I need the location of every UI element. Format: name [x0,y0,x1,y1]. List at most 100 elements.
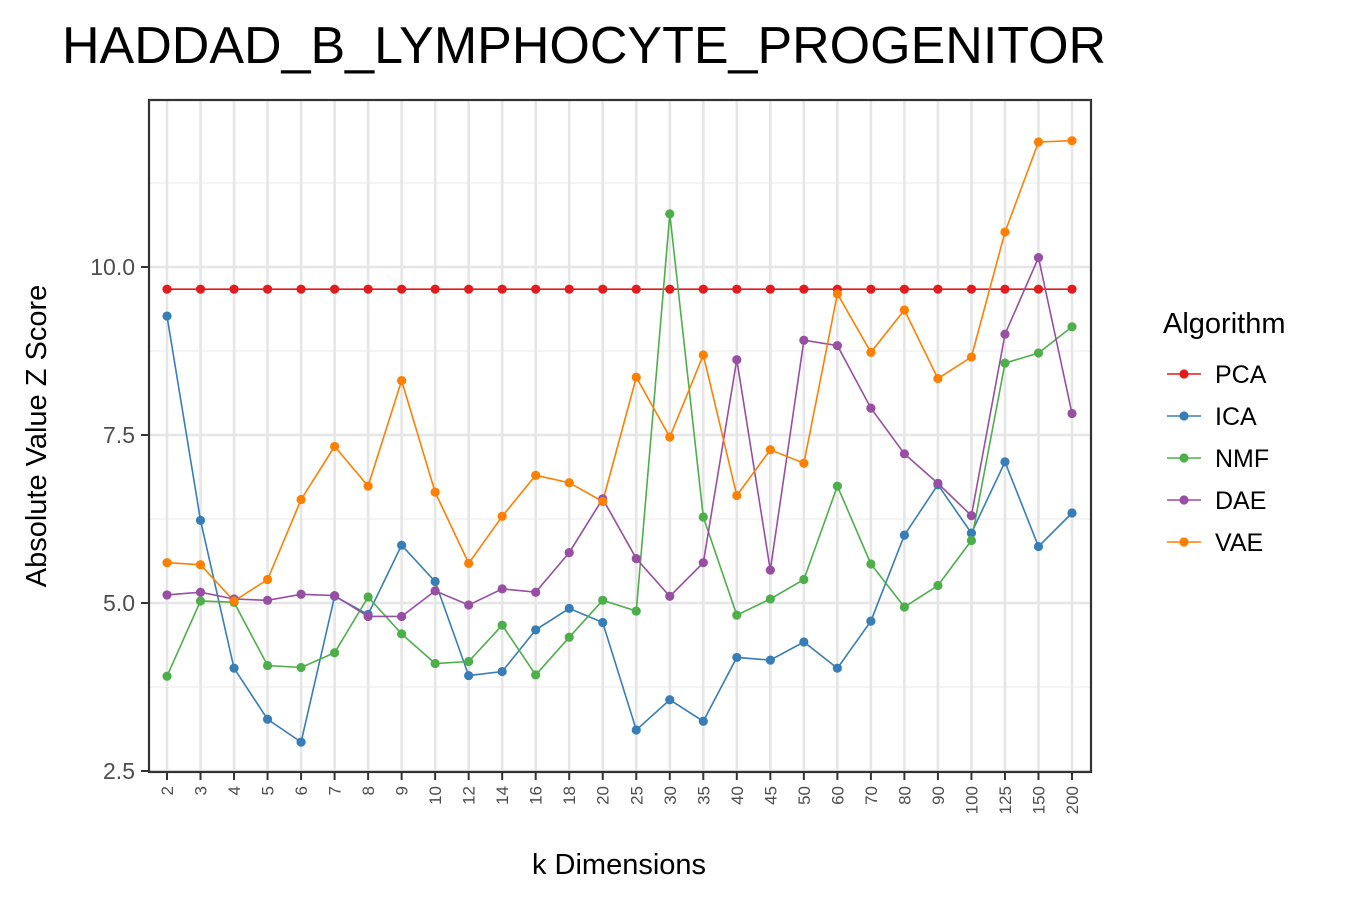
point-pca [933,284,943,294]
x-tick-label: 3 [192,786,211,795]
point-ica [866,616,876,626]
point-nmf [1000,358,1010,368]
point-dae [866,403,876,413]
point-dae [966,511,977,521]
point-pca [665,284,675,294]
point-vae [698,350,708,360]
point-pca [564,284,574,294]
series-line-nmf [166,213,1073,677]
series-line-vae [166,139,1073,603]
point-ica [765,655,775,665]
point-dae [464,600,474,610]
x-tick-label: 45 [761,786,780,805]
point-ica [631,725,641,735]
point-vae [832,289,842,299]
point-nmf [497,620,507,630]
point-nmf [765,594,775,604]
point-nmf [933,580,943,591]
point-ica [799,637,809,647]
point-dae [933,478,943,488]
x-tick-label: 8 [359,786,378,795]
x-tick-label: 9 [393,786,412,795]
legend-key-point-dae [1179,495,1189,505]
point-ica [430,576,440,587]
legend-label-vae: VAE [1215,529,1263,557]
point-ica [1033,541,1044,552]
point-dae [832,341,842,351]
point-nmf [262,660,273,671]
chart-title: HADDAD_B_LYMPHOCYTE_PROGENITOR [62,17,1106,75]
point-vae [598,496,608,507]
point-vae [933,373,943,384]
legend-label-nmf: NMF [1215,445,1269,473]
point-nmf [1067,322,1077,332]
point-dae [698,558,708,568]
x-tick-label: 90 [929,786,948,805]
point-vae [229,596,239,606]
point-nmf [1033,348,1044,358]
x-tick-label: 50 [795,786,814,805]
y-tick-label: 2.5 [103,758,135,784]
x-tick-label: 60 [828,786,847,805]
legend-key-point-vae [1179,537,1189,547]
legend-label-ica: ICA [1215,403,1257,431]
series-points [162,136,1077,747]
x-tick-label: 150 [1029,786,1048,814]
point-pca [195,284,206,294]
x-tick-label: 18 [560,786,579,805]
point-nmf [464,656,474,667]
point-pca [899,284,910,294]
x-tick-label: 40 [728,786,747,805]
point-vae [363,481,373,491]
point-vae [464,558,474,568]
point-vae [430,487,440,497]
point-ica [229,663,239,673]
point-vae [564,478,574,488]
point-nmf [832,481,842,491]
point-pca [464,284,474,294]
point-pca [866,284,876,294]
legend-key-point-ica [1179,411,1189,421]
legend-title: Algorithm [1163,308,1286,340]
x-axis: 2 3 4 5 6 7 8 9 10 12 14 16 18 20 25 30 35 40 45 50 60 70 80 90… [158,772,1082,814]
x-axis-title: k Dimensions [532,849,706,881]
point-dae [799,335,809,345]
point-pca [363,284,373,294]
point-vae [765,445,775,455]
point-pca [966,284,977,294]
point-vae [732,490,742,501]
point-ica [1067,508,1077,518]
point-vae [1000,227,1010,237]
point-ica [262,714,273,724]
x-tick-label: 4 [225,786,244,795]
point-ica [296,737,306,747]
point-pca [1067,284,1077,294]
x-tick-label: 14 [493,786,512,805]
point-vae [296,494,306,505]
point-ica [1000,457,1010,467]
point-vae [899,305,910,315]
point-dae [531,587,541,597]
legend-key-point-pca [1179,369,1189,379]
x-tick-label: 10 [426,786,445,805]
point-pca [296,284,306,294]
point-dae [162,590,172,600]
point-vae [866,347,876,357]
point-ica [966,528,977,538]
point-nmf [363,592,373,602]
point-vae [1033,137,1044,147]
point-nmf [866,559,876,569]
point-ica [899,530,910,540]
point-pca [397,284,407,294]
point-vae [195,560,206,570]
point-vae [262,574,273,585]
legend-label-pca: PCA [1215,361,1267,389]
point-pca [1033,284,1044,294]
point-vae [497,511,507,521]
grid [149,100,1091,773]
point-dae [665,591,675,601]
x-tick-label: 2 [158,786,177,795]
point-pca [799,284,809,294]
legend-label-dae: DAE [1215,487,1266,515]
x-tick-label: 5 [259,786,278,795]
